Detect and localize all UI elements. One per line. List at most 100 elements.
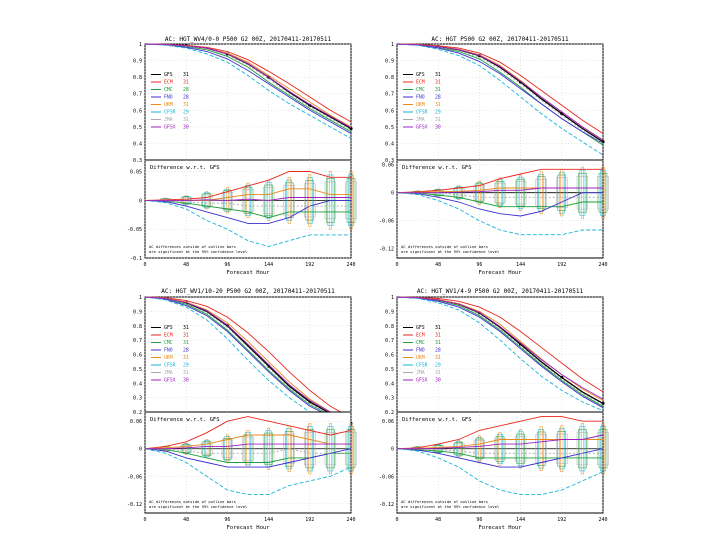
ac-ytick-label: 0.3: [133, 158, 142, 164]
significance-bar: [286, 179, 293, 221]
ac-ytick-label: 0.5: [385, 125, 394, 131]
diff-series-line-ukm: [144, 434, 351, 450]
x-axis-label: Forecast Hour: [478, 525, 522, 531]
legend-count: 29: [435, 363, 441, 369]
significance-bar: [495, 435, 505, 462]
significance-bar: [494, 437, 506, 460]
ac-ytick-label: 0.2: [385, 410, 394, 416]
xtick-label: 240: [346, 517, 355, 523]
significance-bar: [519, 429, 523, 469]
diff-series-line-gfsx: [397, 434, 604, 450]
ac-series-line-jma: [144, 296, 352, 426]
panel-4: AC: HGT_WV1/4-9 P500 G2 00Z, 20170411-20…: [379, 288, 609, 531]
significance-bar: [578, 429, 587, 469]
significance-bar: [598, 429, 608, 469]
diff-series-line-ecm: [144, 416, 352, 450]
diff-series-line-cmc: [396, 448, 603, 459]
legend-count: 31: [183, 102, 189, 108]
legend-count: 31: [435, 72, 441, 78]
ac-ytick-label: 0.7: [133, 338, 142, 344]
significance-bar: [202, 441, 212, 456]
significance-bar: [305, 429, 315, 469]
significance-bar: [327, 426, 334, 472]
significance-bar: [556, 433, 568, 464]
xtick-label: 144: [264, 517, 273, 523]
significance-bar: [326, 429, 335, 469]
significance-bar: [514, 181, 527, 205]
ac-ytick-label: 0.2: [133, 410, 142, 416]
diff-series-line-gfsx: [397, 187, 603, 194]
ac-ytick-label: 0.4: [133, 141, 142, 147]
legend-count: 31: [435, 370, 441, 376]
ac-series-line-fno: [396, 296, 604, 409]
legend-name: ECM: [416, 333, 425, 339]
legend-count: 31: [183, 355, 189, 361]
diff-plot-frame: [396, 411, 604, 514]
ac-ytick-label: 0.4: [385, 141, 394, 147]
ac-ytick-label: 0.9: [385, 59, 394, 65]
significance-bar: [246, 182, 250, 218]
diff-plot-frame: [144, 159, 352, 259]
diff-series-line-ecm: [396, 168, 603, 194]
legend-count: 28: [183, 95, 189, 101]
diff-ytick-label: 0: [139, 198, 142, 204]
ac-ytick-label: 0.7: [133, 92, 142, 98]
ac-ytick-label: 0.5: [385, 367, 394, 373]
diff-series-line-cfsr: [396, 192, 603, 236]
diff-series-line-fno: [144, 199, 351, 224]
significance-note: AC differences outside of outline bars: [401, 244, 488, 249]
significance-bar: [306, 177, 313, 224]
significance-bar: [284, 431, 294, 467]
ac-ytick-label: 0.9: [133, 59, 142, 65]
xtick-label: 0: [395, 517, 398, 523]
legend-count: 28: [183, 87, 189, 93]
legend-name: FNO: [164, 348, 173, 354]
legend-count: 29: [183, 363, 189, 369]
significance-bar: [304, 432, 316, 466]
significance-bar: [494, 182, 506, 203]
significance-bar: [348, 426, 354, 472]
significance-bar: [560, 425, 564, 472]
panel-1: AC: HGT_WV4/0-0 P500 G2 00Z, 20170411-20…: [127, 36, 357, 276]
significance-bar: [498, 177, 502, 208]
significance-bar: [242, 189, 254, 212]
significance-bar: [328, 423, 332, 475]
xtick-label: 0: [143, 517, 146, 523]
significance-bar: [580, 423, 584, 475]
legend-count: 30: [435, 378, 441, 384]
significance-bar: [267, 427, 271, 470]
significance-bar: [203, 440, 210, 458]
ac-series-line-cfsr: [144, 43, 352, 139]
legend-name: GFSX: [416, 378, 428, 384]
significance-bar: [539, 171, 543, 214]
xtick-label: 144: [516, 517, 525, 523]
significance-note: are significant at the 95% confidence le…: [149, 504, 247, 509]
significance-bar: [516, 433, 525, 464]
significance-bar: [245, 184, 251, 216]
significance-bar: [223, 438, 232, 460]
legend-name: GFS: [416, 325, 425, 331]
ac-ytick-label: 1: [139, 42, 142, 48]
significance-bar: [495, 181, 505, 205]
diff-ytick-label: 0.06: [382, 419, 394, 425]
ac-series-line-cmc: [144, 296, 352, 426]
diff-series-line-cfsr: [144, 199, 351, 247]
ac-series-line-gfsx: [144, 43, 352, 129]
diff-series-line-jma: [144, 448, 351, 454]
significance-bar: [346, 429, 356, 469]
xtick-label: 240: [346, 262, 355, 268]
xtick-label: 0: [395, 262, 398, 268]
diff-series-line-fno: [396, 448, 604, 468]
xtick-label: 192: [305, 262, 314, 268]
ac-series-line-cmc: [144, 43, 352, 133]
significance-bar: [454, 442, 464, 456]
significance-bar: [538, 429, 545, 469]
significance-bar: [305, 180, 315, 221]
ac-series-line-ecm: [396, 296, 604, 393]
legend-name: CMC: [416, 87, 425, 93]
legend-name: GFSX: [164, 378, 176, 384]
legend-name: GFSX: [164, 125, 176, 131]
ac-ytick-label: 0.8: [385, 324, 394, 330]
legend-name: FNO: [164, 95, 173, 101]
legend-name: CFSR: [164, 110, 176, 116]
